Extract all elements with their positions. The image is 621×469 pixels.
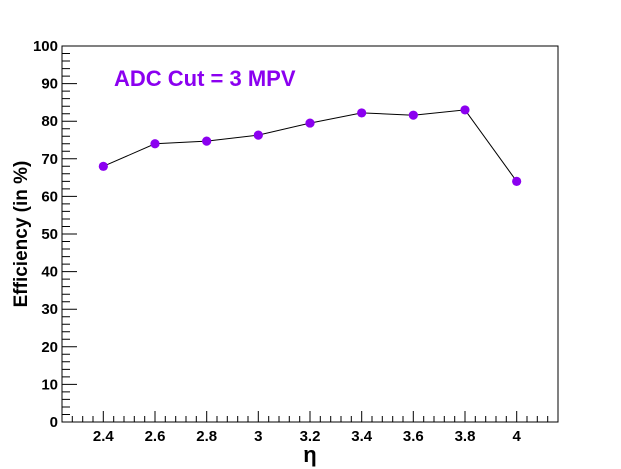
y-tick-label: 90 bbox=[41, 76, 58, 93]
data-point bbox=[305, 118, 315, 128]
y-tick-label: 60 bbox=[41, 188, 58, 205]
x-tick-label: 2.8 bbox=[196, 428, 217, 445]
x-tick-label: 3.8 bbox=[455, 428, 476, 445]
x-axis-title: η bbox=[303, 442, 316, 467]
x-tick-label: 3.2 bbox=[300, 428, 321, 445]
y-tick-labels: 0 10 20 30 40 50 60 70 80 90 100 bbox=[33, 38, 58, 431]
y-tick-label: 40 bbox=[41, 264, 58, 281]
y-tick-label: 70 bbox=[41, 151, 58, 168]
y-axis-title: Efficiency (in %) bbox=[11, 161, 32, 308]
data-point bbox=[460, 105, 470, 115]
data-point bbox=[408, 110, 418, 120]
x-tick-label: 4 bbox=[512, 428, 521, 445]
x-tick-label: 3.6 bbox=[403, 428, 424, 445]
data-point bbox=[98, 161, 108, 171]
x-tick-labels: 2.4 2.6 2.8 3 3.2 3.4 3.6 3.8 4 bbox=[93, 428, 522, 445]
y-tick-label: 80 bbox=[41, 113, 58, 130]
plot-frame bbox=[61, 45, 559, 423]
chart-annotation: ADC Cut = 3 MPV bbox=[114, 66, 296, 91]
axis-ticks bbox=[61, 45, 559, 423]
data-point bbox=[202, 136, 212, 146]
y-tick-label: 100 bbox=[33, 38, 58, 55]
data-point bbox=[150, 139, 160, 149]
y-tick-label: 10 bbox=[41, 376, 58, 393]
x-tick-label: 3 bbox=[254, 428, 262, 445]
y-tick-label: 20 bbox=[41, 339, 58, 356]
tick-marks bbox=[61, 45, 559, 423]
x-tick-label: 3.4 bbox=[351, 428, 373, 445]
data-series bbox=[98, 105, 522, 186]
x-tick-label: 2.4 bbox=[93, 428, 115, 445]
y-tick-label: 0 bbox=[50, 414, 58, 431]
data-point bbox=[512, 176, 522, 186]
y-tick-label: 50 bbox=[41, 226, 58, 243]
x-tick-label: 2.6 bbox=[145, 428, 166, 445]
data-point bbox=[253, 130, 263, 140]
data-point bbox=[357, 108, 367, 118]
y-tick-label: 30 bbox=[41, 301, 58, 318]
